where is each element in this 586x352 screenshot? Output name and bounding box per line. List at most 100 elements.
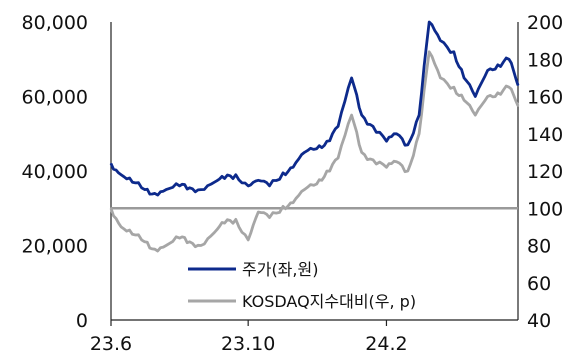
data-point-kosdaq <box>120 226 122 228</box>
data-point-kosdaq <box>395 160 398 163</box>
data-point-price <box>165 188 167 191</box>
data-point-price <box>360 114 363 116</box>
data-point-kosdaq <box>463 99 465 102</box>
data-point-price <box>282 172 284 174</box>
data-point-kosdaq <box>385 166 388 169</box>
series-lines <box>109 20 520 253</box>
data-point-kosdaq <box>292 201 294 204</box>
data-point-price <box>326 140 328 142</box>
data-point-price <box>486 69 489 72</box>
data-point-kosdaq <box>326 170 328 172</box>
data-point-kosdaq <box>165 244 167 247</box>
x-tick-label: 24.2 <box>365 333 407 352</box>
data-point-price <box>110 162 112 165</box>
data-point-kosdaq <box>178 237 181 239</box>
data-point-kosdaq <box>360 151 363 154</box>
data-point-price <box>508 58 510 61</box>
data-point-price <box>350 77 353 79</box>
data-point-kosdaq <box>154 248 156 251</box>
data-point-price <box>154 192 156 195</box>
y-left-tick-label: 0 <box>76 310 88 332</box>
data-point-kosdaq <box>257 211 260 213</box>
legend-label-kosdaq: KOSDAQ지수대비(우, p) <box>242 292 416 311</box>
data-point-price <box>407 144 409 146</box>
y-right-tick-label: 80 <box>527 236 551 258</box>
data-point-price <box>315 147 318 150</box>
data-point-kosdaq <box>439 77 442 79</box>
data-point-price <box>200 188 202 191</box>
data-point-kosdaq <box>337 157 339 159</box>
data-point-price <box>474 95 477 98</box>
data-point-kosdaq <box>407 170 409 172</box>
series-line-price <box>109 20 520 197</box>
data-point-price <box>131 181 134 183</box>
y-right-tick-label: 140 <box>527 124 563 146</box>
data-point-price <box>463 77 465 79</box>
data-point-price <box>439 39 442 42</box>
data-point-price <box>257 179 260 182</box>
data-point-kosdaq <box>143 240 146 243</box>
data-point-kosdaq <box>474 114 477 116</box>
data-point-price <box>496 64 499 66</box>
y-right-tick-label: 100 <box>527 198 563 220</box>
data-point-kosdaq <box>453 86 455 88</box>
y-left-tick-label: 20,000 <box>22 236 88 258</box>
data-point-price <box>178 185 181 187</box>
y-left-tick-labels: 0 20,000 40,000 60,000 80,000 <box>22 12 88 332</box>
data-point-price <box>213 181 216 183</box>
data-point-kosdaq <box>200 244 202 247</box>
data-point-kosdaq <box>188 240 191 243</box>
data-point-kosdaq <box>131 233 134 236</box>
data-point-kosdaq <box>234 218 237 221</box>
data-point-price <box>428 21 430 23</box>
data-point-kosdaq <box>315 183 318 185</box>
x-tick-label: 23.6 <box>90 333 132 352</box>
data-point-price <box>303 151 306 154</box>
data-point-kosdaq <box>496 91 499 94</box>
data-point-price <box>418 114 420 116</box>
data-point-price <box>395 132 398 135</box>
data-point-kosdaq <box>282 205 284 208</box>
data-point-kosdaq <box>418 132 420 135</box>
data-point-kosdaq <box>350 114 353 116</box>
y-right-tick-label: 160 <box>527 87 563 109</box>
data-point-kosdaq <box>223 222 226 224</box>
data-point-price <box>234 173 237 176</box>
y-left-tick-label: 60,000 <box>22 87 88 109</box>
x-tick-label: 23.10 <box>221 333 275 352</box>
data-point-price <box>292 166 294 169</box>
x-tick-labels: 23.6 23.10 24.2 <box>90 320 408 352</box>
data-point-price <box>268 185 271 187</box>
y-left-tick-label: 40,000 <box>22 161 88 183</box>
data-point-price <box>337 125 339 128</box>
y-right-tick-label: 40 <box>527 310 551 332</box>
data-point-price <box>223 177 226 180</box>
legend: 주가(좌,원) KOSDAQ지수대비(우, p) <box>188 260 416 311</box>
y-right-tick-label: 200 <box>527 12 563 34</box>
data-point-price <box>120 173 122 176</box>
data-point-price <box>385 140 388 142</box>
data-point-kosdaq <box>303 188 306 191</box>
data-point-kosdaq <box>372 159 374 161</box>
data-point-kosdaq <box>110 207 112 210</box>
series-line-kosdaq <box>109 50 520 253</box>
y-right-tick-label: 60 <box>527 273 551 295</box>
y-left-tick-label: 80,000 <box>22 12 88 34</box>
data-point-price <box>517 84 519 87</box>
data-point-kosdaq <box>517 105 519 107</box>
data-point-price <box>453 51 455 53</box>
data-point-price <box>247 185 249 187</box>
data-point-kosdaq <box>247 239 249 241</box>
legend-label-price: 주가(좌,원) <box>242 260 318 279</box>
y-right-tick-label: 120 <box>527 161 563 183</box>
data-point-kosdaq <box>213 231 216 234</box>
data-point-kosdaq <box>268 216 271 219</box>
data-point-price <box>372 125 374 128</box>
data-point-kosdaq <box>428 51 430 53</box>
data-point-kosdaq <box>486 95 489 98</box>
data-point-price <box>188 186 191 189</box>
data-point-price <box>143 188 146 191</box>
y-right-tick-labels: 40 60 80 100 120 140 160 180 200 <box>527 12 563 332</box>
data-point-kosdaq <box>508 86 510 88</box>
